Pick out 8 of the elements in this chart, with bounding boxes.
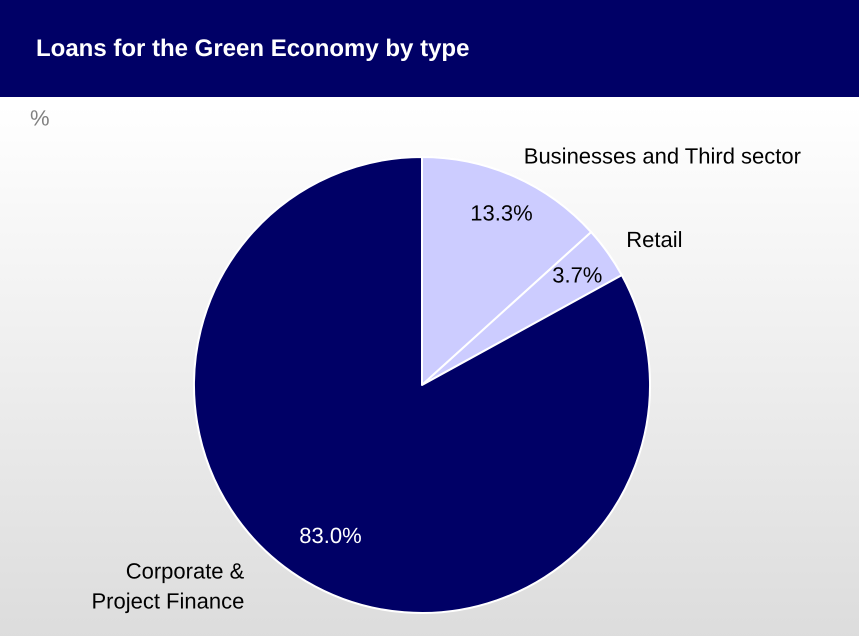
data-label: 83.0%: [299, 523, 362, 548]
slice-label: Retail: [626, 227, 683, 252]
data-label: 13.3%: [470, 200, 533, 226]
data-label: 3.7%: [552, 262, 602, 288]
slice-label: Corporate & Project Finance: [91, 558, 245, 614]
text: %: [30, 106, 50, 130]
chart-title: Loans for the Green Economy by type: [0, 0, 859, 97]
slice-label: Businesses and Third sector: [524, 143, 801, 168]
